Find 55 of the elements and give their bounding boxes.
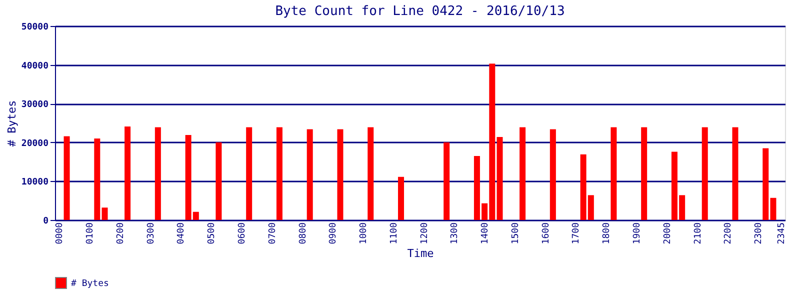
y-tick-label: 30000 <box>21 100 48 110</box>
bar <box>306 129 313 220</box>
x-tick-label: 1700 <box>572 222 582 244</box>
x-tick-label: 2300 <box>754 222 764 244</box>
x-tick-label: 0000 <box>55 222 66 244</box>
y-tick-label: 10000 <box>21 178 48 188</box>
x-tick-label: 1000 <box>359 222 370 244</box>
bar <box>520 127 526 220</box>
x-tick-label: 1500 <box>510 222 521 244</box>
y-tick-label: 50000 <box>21 22 48 32</box>
x-tick-label: 0300 <box>146 222 156 244</box>
x-tick-label: 2345 <box>776 222 787 244</box>
legend-label: # Bytes <box>71 279 109 289</box>
y-tick-label: 0 <box>43 216 48 226</box>
x-tick-label: 1300 <box>450 222 460 244</box>
x-tick-label: 1100 <box>389 222 400 244</box>
bar <box>337 129 344 220</box>
x-tick-label: 1900 <box>632 222 642 244</box>
bar <box>124 126 131 220</box>
y-axis-title: # Bytes <box>5 100 18 147</box>
x-tick-label: 2100 <box>693 222 704 244</box>
bar <box>216 142 222 220</box>
bar <box>610 127 617 220</box>
bar <box>641 127 648 220</box>
x-tick-label: 1600 <box>541 222 552 244</box>
bar <box>276 127 282 220</box>
bar <box>702 127 708 220</box>
bar <box>64 136 70 220</box>
bar <box>550 129 556 220</box>
bar <box>246 127 252 220</box>
x-tick-label: 0900 <box>328 222 339 244</box>
x-tick-label: 1800 <box>602 222 612 244</box>
x-tick-label: 2000 <box>662 222 673 244</box>
bar <box>94 138 100 220</box>
x-tick-label: 0100 <box>86 222 96 244</box>
bar <box>102 208 108 220</box>
bar <box>444 142 450 220</box>
bar <box>496 136 503 220</box>
x-tick-label: 2200 <box>724 222 734 244</box>
y-tick-label: 40000 <box>21 61 48 72</box>
bar <box>398 176 404 220</box>
x-tick-label: 0800 <box>298 222 308 244</box>
x-tick-label: 0600 <box>237 222 248 244</box>
x-tick-label: 0200 <box>116 222 126 244</box>
x-tick-label: 0700 <box>268 222 278 244</box>
x-tick-label: 1200 <box>420 222 430 244</box>
chart-title: Byte Count for Line 0422 - 2016/10/13 <box>275 4 565 19</box>
x-axis-title: Time <box>407 247 434 260</box>
bar <box>732 127 738 220</box>
bar <box>368 127 374 220</box>
x-tick-label: 0400 <box>176 222 187 244</box>
x-tick-label: 0500 <box>207 222 218 244</box>
y-tick-label: 20000 <box>21 138 48 149</box>
bar <box>154 127 161 220</box>
x-tick-label: 1400 <box>480 222 491 244</box>
